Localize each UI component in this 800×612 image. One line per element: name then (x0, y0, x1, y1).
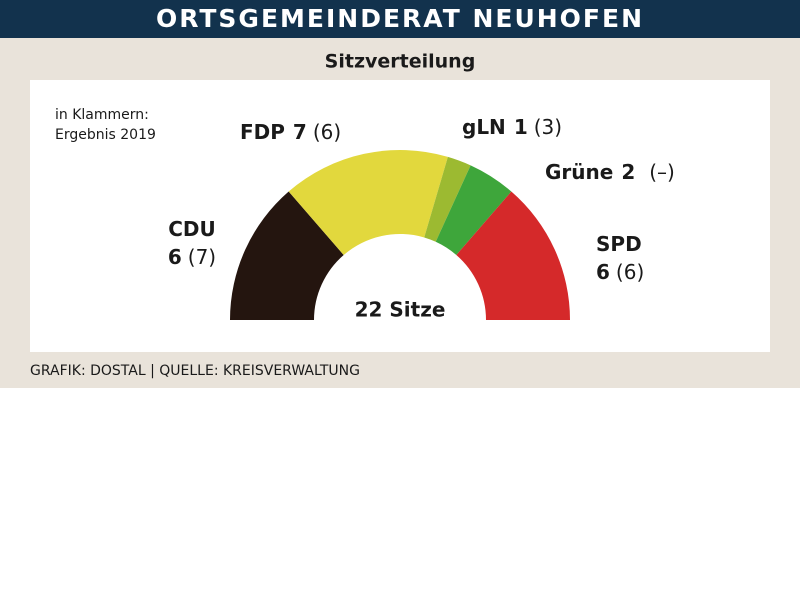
seat-count: 1 (514, 115, 528, 139)
previous-result: (3) (534, 115, 562, 139)
seat-segment (424, 156, 471, 242)
previous-result: (6) (313, 120, 341, 144)
seat-count: 2 (621, 160, 635, 184)
header-bar (0, 0, 800, 38)
previous-result: (7) (188, 245, 216, 269)
seat-segment (456, 191, 570, 320)
previous-result: (–) (649, 160, 675, 184)
segment-label: CDU 6 (7) (168, 217, 216, 269)
segment-label: gLN 1 (3) (462, 115, 562, 139)
header-title: ORTSGEMEINDERAT NEUHOFEN (156, 4, 644, 33)
annotation: in Klammern: (55, 107, 149, 123)
party-name: CDU (168, 217, 216, 241)
chart-title: Sitzverteilung (325, 51, 476, 73)
previous-result: (6) (616, 260, 644, 284)
source: GRAFIK: DOSTAL | QUELLE: KREISVERWALTUNG (30, 363, 360, 379)
seat-count: 6 (596, 260, 610, 284)
party-name: FDP (240, 120, 285, 144)
segment-label: Grüne 2 (–) (545, 160, 675, 184)
party-name: gLN (462, 115, 506, 139)
seat-count: 7 (293, 120, 307, 144)
party-name: Grüne (545, 160, 613, 184)
seat-segment (288, 149, 448, 256)
seat-segment (230, 191, 344, 320)
party-name: SPD (596, 232, 642, 256)
segment-label: SPD 6 (6) (596, 232, 644, 284)
segment-label: FDP 7 (6) (240, 120, 341, 144)
seat-segment (435, 165, 512, 256)
annotation: Ergebnis 2019 (55, 127, 156, 143)
center-label: 22 Sitze (355, 298, 446, 322)
seat-count: 6 (168, 245, 182, 269)
